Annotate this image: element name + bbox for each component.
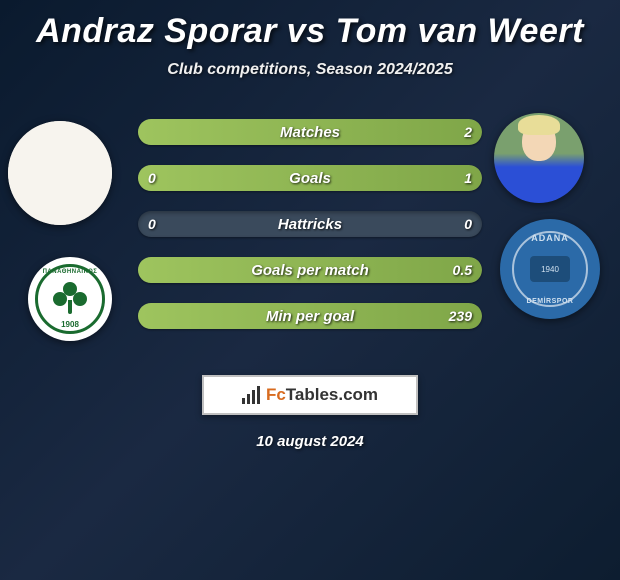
stat-row: 0Hattricks0 <box>138 211 482 237</box>
stat-label: Goals per match <box>138 257 482 283</box>
stat-label: Min per goal <box>138 303 482 329</box>
player-left-avatar <box>8 121 112 225</box>
page-title: Andraz Sporar vs Tom van Weert <box>0 0 620 51</box>
stat-row: 0Goals1 <box>138 165 482 191</box>
page-subtitle: Club competitions, Season 2024/2025 <box>0 61 620 79</box>
clover-icon <box>55 284 85 314</box>
brand-box: FcTables.com <box>202 375 418 415</box>
brand-suffix: Tables.com <box>286 385 378 404</box>
stat-value-right: 0.5 <box>453 257 472 283</box>
panathinaikos-crest: ΠΑΝΑΘΗΝΑΪΚΟΣ 1908 <box>35 264 105 334</box>
club-right-name-top: ADANA <box>506 233 594 243</box>
club-left-badge: ΠΑΝΑΘΗΝΑΪΚΟΣ 1908 <box>28 257 112 341</box>
stat-label: Goals <box>138 165 482 191</box>
brand-text: FcTables.com <box>266 385 378 405</box>
club-left-name: ΠΑΝΑΘΗΝΑΪΚΟΣ <box>38 269 102 275</box>
stat-rows: Matches20Goals10Hattricks0Goals per matc… <box>138 119 482 349</box>
date-text: 10 august 2024 <box>0 433 620 450</box>
stat-label: Hattricks <box>138 211 482 237</box>
player-right-image <box>494 113 584 203</box>
club-left-year: 1908 <box>38 320 102 329</box>
comparison-panel: ΠΑΝΑΘΗΝΑΪΚΟΣ 1908 ADANA 1940 DEMİRSPOR M… <box>0 109 620 369</box>
stat-value-right: 0 <box>464 211 472 237</box>
player-right-avatar <box>494 113 584 203</box>
club-right-name-bottom: DEMİRSPOR <box>506 298 594 305</box>
stat-row: Min per goal239 <box>138 303 482 329</box>
stat-value-right: 2 <box>464 119 472 145</box>
stat-value-right: 239 <box>449 303 472 329</box>
stat-value-right: 1 <box>464 165 472 191</box>
chart-icon <box>242 386 260 404</box>
stat-row: Matches2 <box>138 119 482 145</box>
club-right-badge: ADANA 1940 DEMİRSPOR <box>500 219 600 319</box>
adana-crest: ADANA 1940 DEMİRSPOR <box>506 225 594 313</box>
brand-prefix: Fc <box>266 385 286 404</box>
stat-row: Goals per match0.5 <box>138 257 482 283</box>
player-left-image <box>8 121 112 225</box>
stat-label: Matches <box>138 119 482 145</box>
